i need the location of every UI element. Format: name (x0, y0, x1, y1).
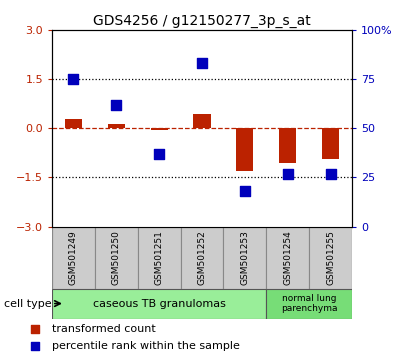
Point (199, 61, 205, 66)
Bar (322, 128, 339, 159)
Point (32, 343, 38, 349)
Bar (52, 227, 95, 289)
Point (113, 102, 120, 108)
Bar (108, 124, 125, 128)
Point (327, 171, 334, 176)
Text: GSM501253: GSM501253 (240, 230, 249, 285)
Text: GSM501250: GSM501250 (112, 230, 121, 285)
Point (242, 188, 248, 194)
Bar (279, 128, 296, 163)
Bar (95, 227, 138, 289)
Text: percentile rank within the sample: percentile rank within the sample (52, 341, 240, 351)
Bar (65, 119, 82, 128)
Point (70, 76, 77, 82)
Bar (266, 289, 352, 319)
Point (32, 326, 38, 331)
Bar (266, 227, 309, 289)
Title: GDS4256 / g12150277_3p_s_at: GDS4256 / g12150277_3p_s_at (93, 14, 311, 28)
Text: normal lung
parenchyma: normal lung parenchyma (281, 294, 337, 313)
Text: GSM501254: GSM501254 (283, 230, 292, 285)
Bar (52, 289, 266, 319)
Bar (138, 227, 180, 289)
Bar (236, 128, 254, 171)
Text: GSM501252: GSM501252 (198, 230, 206, 285)
Text: GSM501251: GSM501251 (155, 230, 164, 285)
Text: transformed count: transformed count (52, 324, 156, 333)
Bar (150, 128, 168, 130)
Bar (224, 227, 266, 289)
Point (156, 151, 162, 157)
Point (284, 171, 291, 176)
Bar (180, 227, 224, 289)
Bar (194, 114, 210, 128)
Bar (309, 227, 352, 289)
Text: caseous TB granulomas: caseous TB granulomas (93, 298, 226, 309)
Text: GSM501249: GSM501249 (69, 230, 78, 285)
Text: GSM501255: GSM501255 (326, 230, 335, 285)
Text: cell type: cell type (4, 298, 52, 309)
